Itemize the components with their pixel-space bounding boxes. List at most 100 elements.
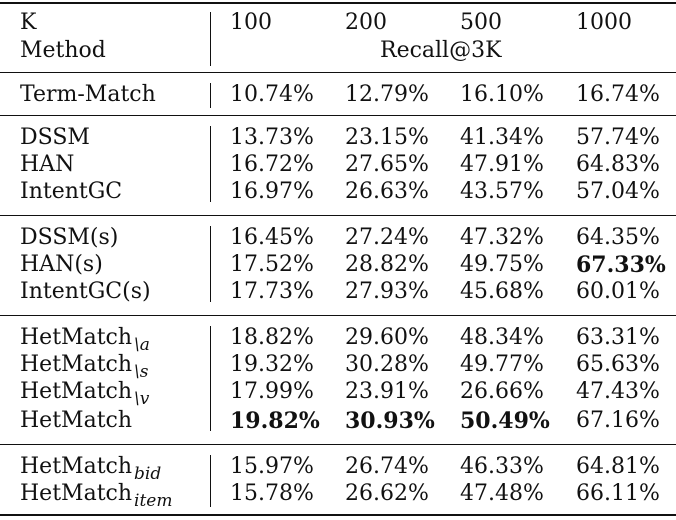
column-separator	[210, 126, 211, 202]
recall-value: 48.34%	[460, 325, 544, 350]
k-label: K	[20, 10, 37, 35]
group-rule	[0, 444, 676, 445]
recall-value: 60.01%	[576, 279, 660, 304]
recall-value: 16.45%	[230, 225, 314, 250]
group-rule	[0, 115, 676, 116]
column-separator	[210, 455, 211, 507]
method-suffix: \v	[134, 389, 150, 409]
recall-value: 67.16%	[576, 408, 660, 433]
recall-value: 43.57%	[460, 179, 544, 204]
recall-value: 65.63%	[576, 352, 660, 377]
recall-value: 15.97%	[230, 454, 314, 479]
k-value: 200	[345, 10, 387, 35]
header-rule	[0, 72, 676, 73]
column-separator	[210, 12, 211, 66]
top-rule	[0, 2, 676, 4]
recall-value: 49.77%	[460, 352, 544, 377]
recall-value: 49.75%	[460, 252, 544, 277]
method-name: HetMatch \s	[20, 352, 149, 382]
method-name-text: Term-Match	[20, 82, 156, 107]
recall-value: 16.10%	[460, 82, 544, 107]
recall-value: 17.73%	[230, 279, 314, 304]
method-name-text: HetMatch	[20, 481, 133, 506]
k-value: 1000	[576, 10, 632, 35]
method-name: HetMatch bid	[20, 454, 162, 484]
recall-value: 19.82%	[230, 408, 320, 434]
column-separator	[210, 226, 211, 302]
recall-value: 23.91%	[345, 379, 429, 404]
method-suffix: bid	[134, 464, 162, 484]
method-name-text: HetMatch	[20, 408, 133, 433]
method-name-text: HetMatch	[20, 325, 133, 350]
method-name-text: HetMatch	[20, 379, 133, 404]
method-suffix: item	[134, 491, 173, 511]
method-name-text: HetMatch	[20, 454, 133, 479]
method-name: DSSM	[20, 125, 90, 151]
recall-value: 47.91%	[460, 152, 544, 177]
recall-value: 15.78%	[230, 481, 314, 506]
recall-value: 28.82%	[345, 252, 429, 277]
recall-value: 47.48%	[460, 481, 544, 506]
recall-value: 64.81%	[576, 454, 660, 479]
method-name-text: HetMatch	[20, 352, 133, 377]
recall-value: 41.34%	[460, 125, 544, 150]
method-name: IntentGC	[20, 179, 122, 205]
recall-value: 30.93%	[345, 408, 435, 434]
method-name: HAN(s)	[20, 252, 103, 278]
method-suffix: \a	[134, 335, 150, 355]
recall-value: 13.73%	[230, 125, 314, 150]
recall-value: 27.24%	[345, 225, 429, 250]
recall-value: 29.60%	[345, 325, 429, 350]
recall-value: 66.11%	[576, 481, 660, 506]
method-name-text: IntentGC(s)	[20, 279, 151, 304]
method-name: Term-Match	[20, 82, 156, 108]
recall-value: 47.43%	[576, 379, 660, 404]
method-suffix: \s	[134, 362, 149, 382]
recall-value: 27.93%	[345, 279, 429, 304]
method-name-text: HAN(s)	[20, 252, 103, 277]
group-rule	[0, 215, 676, 216]
column-separator	[210, 83, 211, 108]
bottom-rule	[0, 514, 676, 516]
recall-value: 47.32%	[460, 225, 544, 250]
method-name-text: HAN	[20, 152, 75, 177]
recall-value: 16.74%	[576, 82, 660, 107]
recall-value: 57.74%	[576, 125, 660, 150]
column-separator	[210, 326, 211, 431]
recall-value: 26.63%	[345, 179, 429, 204]
method-name-text: DSSM	[20, 125, 90, 150]
recall-value: 12.79%	[345, 82, 429, 107]
method-name: HetMatch \v	[20, 379, 150, 409]
recall-value: 19.32%	[230, 352, 314, 377]
method-name: HetMatch	[20, 408, 132, 434]
method-name: HAN	[20, 152, 74, 178]
recall-value: 26.62%	[345, 481, 429, 506]
recall-value: 10.74%	[230, 82, 314, 107]
recall-value: 17.99%	[230, 379, 314, 404]
recall-value: 45.68%	[460, 279, 544, 304]
method-name: IntentGC(s)	[20, 279, 151, 305]
recall-value: 26.66%	[460, 379, 544, 404]
method-label: Method	[20, 38, 106, 63]
metric-label: Recall@3K	[380, 38, 502, 63]
recall-value: 17.52%	[230, 252, 314, 277]
recall-value: 16.97%	[230, 179, 314, 204]
recall-value: 30.28%	[345, 352, 429, 377]
method-name-text: DSSM(s)	[20, 225, 119, 250]
recall-value: 67.33%	[576, 252, 666, 278]
k-value: 500	[460, 10, 502, 35]
recall-value: 50.49%	[460, 408, 550, 434]
method-name: DSSM(s)	[20, 225, 118, 251]
recall-value: 27.65%	[345, 152, 429, 177]
method-name-text: IntentGC	[20, 179, 123, 204]
method-name: HetMatch item	[20, 481, 173, 511]
recall-value: 23.15%	[345, 125, 429, 150]
recall-value: 64.35%	[576, 225, 660, 250]
recall-value: 18.82%	[230, 325, 314, 350]
recall-value: 57.04%	[576, 179, 660, 204]
recall-value: 63.31%	[576, 325, 660, 350]
recall-value: 26.74%	[345, 454, 429, 479]
recall-value: 16.72%	[230, 152, 314, 177]
recall-value: 64.83%	[576, 152, 660, 177]
method-name: HetMatch \a	[20, 325, 150, 355]
